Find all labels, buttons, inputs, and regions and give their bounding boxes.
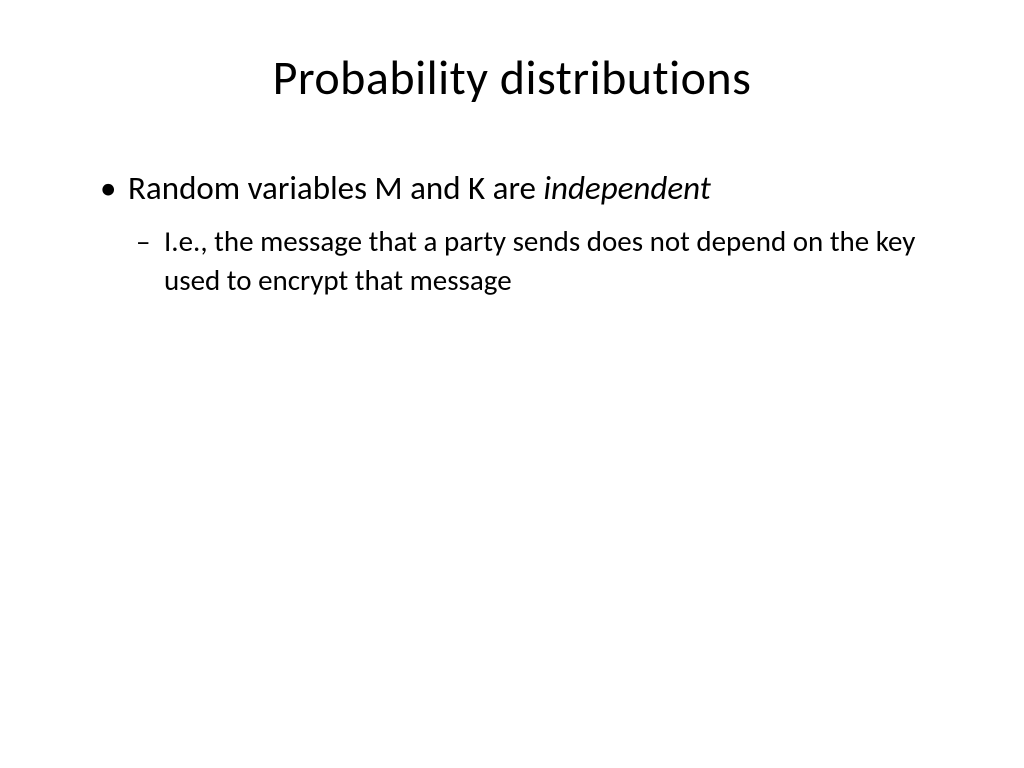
bullet-text-italic: independent — [543, 168, 710, 208]
sub-bullet-text: I.e., the message that a party sends doe… — [164, 223, 915, 298]
slide-content: Random variables M and K are independent… — [70, 167, 954, 300]
slide-container: Probability distributions Random variabl… — [0, 0, 1024, 768]
bullet-level-1: Random variables M and K are independent — [100, 167, 954, 210]
bullet-text-prefix: Random variables M and K are — [128, 168, 543, 208]
bullet-level-2: I.e., the message that a party sends doe… — [136, 222, 954, 300]
slide-title: Probability distributions — [70, 48, 954, 107]
